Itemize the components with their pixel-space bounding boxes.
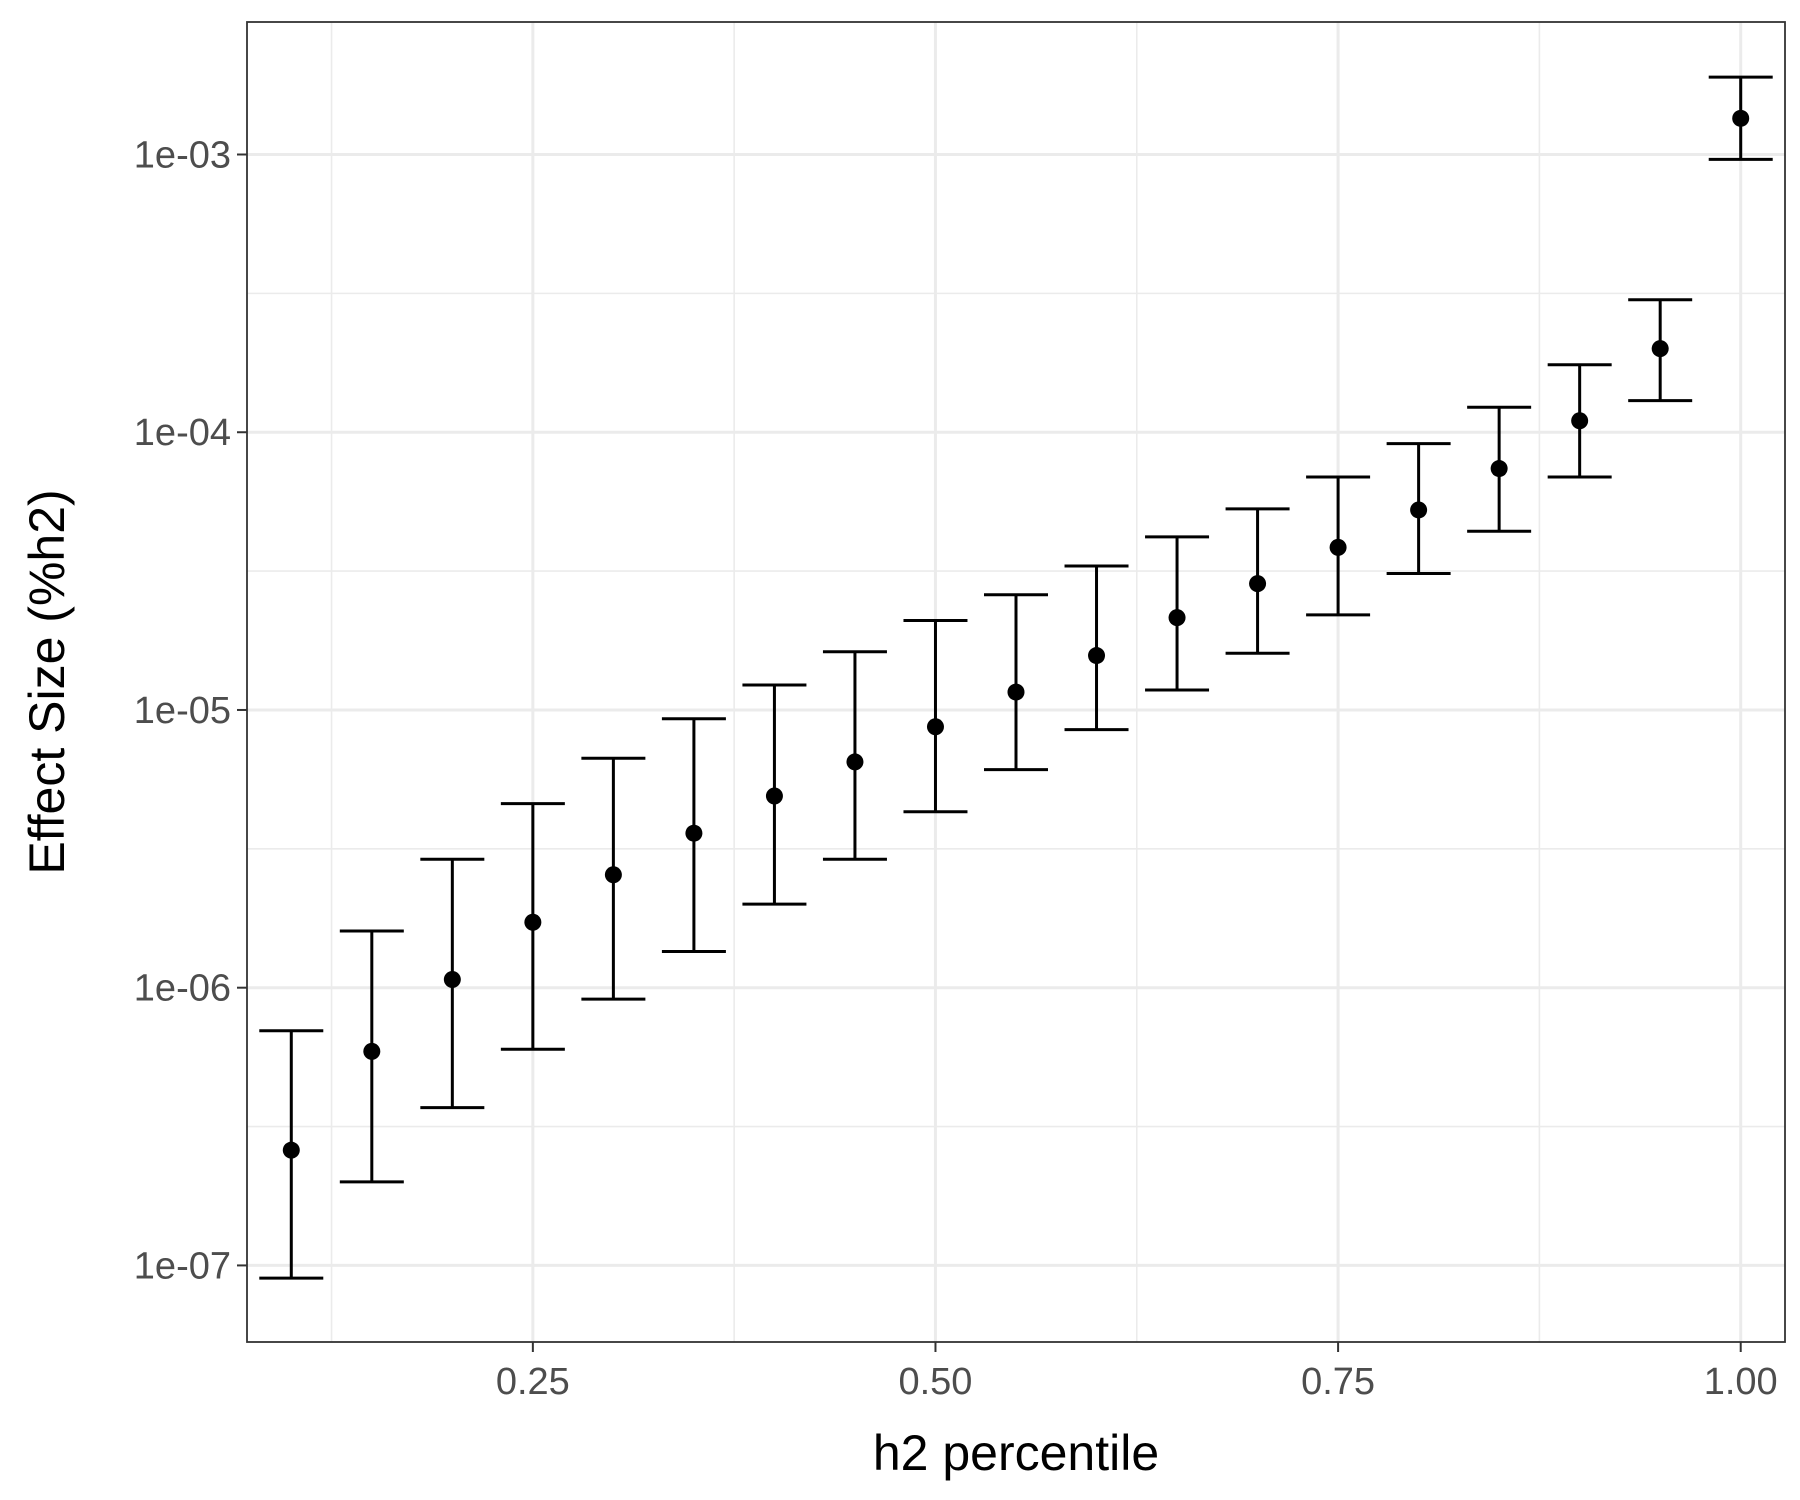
data-point <box>926 718 944 736</box>
data-point <box>363 1042 381 1060</box>
data-point <box>765 787 783 805</box>
data-point <box>685 824 703 842</box>
data-point <box>1490 460 1508 478</box>
data-point <box>1571 412 1589 430</box>
data-point <box>1007 683 1025 701</box>
y-tick-label: 1e-03 <box>134 135 231 177</box>
y-tick-label: 1e-07 <box>134 1245 231 1287</box>
data-point <box>1168 609 1186 627</box>
x-tick-label: 0.75 <box>1301 1361 1375 1403</box>
x-tick-label: 0.25 <box>496 1361 570 1403</box>
x-axis-ticks: 0.25 0.50 0.75 1.00 <box>496 1342 1778 1403</box>
data-point <box>1732 109 1750 127</box>
data-point <box>604 866 622 884</box>
x-tick-label: 1.00 <box>1704 1361 1778 1403</box>
y-axis-title: Effect Size (%h2) <box>19 489 75 874</box>
data-point <box>443 971 461 989</box>
data-point <box>282 1141 300 1159</box>
data-points <box>282 109 1750 1159</box>
data-point <box>846 753 864 771</box>
data-point <box>524 913 542 931</box>
y-tick-label: 1e-04 <box>134 412 231 454</box>
data-point <box>1410 501 1428 519</box>
y-tick-label: 1e-05 <box>134 690 231 732</box>
data-point <box>1249 575 1267 593</box>
x-axis-title: h2 percentile <box>873 1425 1159 1481</box>
data-point <box>1651 340 1669 358</box>
x-tick-label: 0.50 <box>898 1361 972 1403</box>
data-point <box>1088 647 1106 665</box>
data-point <box>1329 538 1347 556</box>
y-axis-ticks: 1e-07 1e-06 1e-05 1e-04 1e-03 <box>134 135 247 1287</box>
panel-border <box>246 21 1786 1343</box>
y-tick-label: 1e-06 <box>134 968 231 1010</box>
minor-grid <box>247 22 1785 1342</box>
